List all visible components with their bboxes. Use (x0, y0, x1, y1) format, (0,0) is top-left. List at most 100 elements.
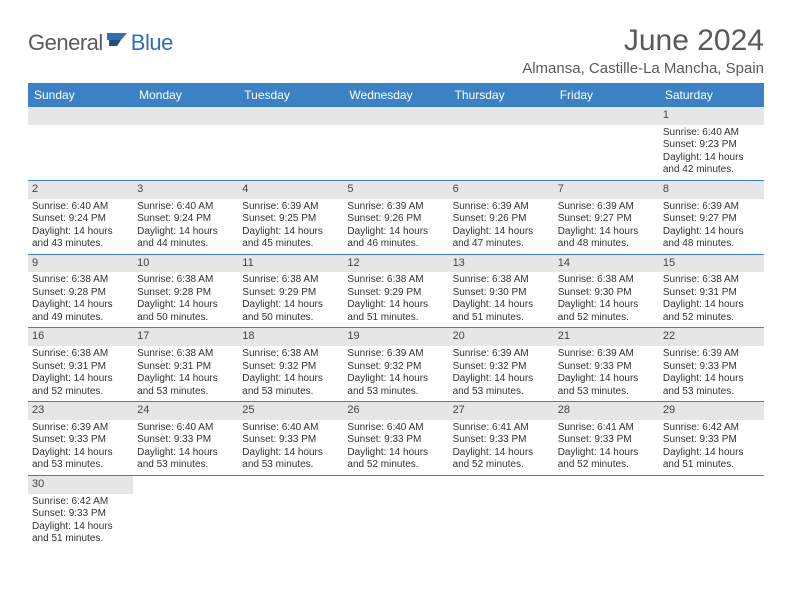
day-number: 2 (28, 181, 133, 199)
day-number: 3 (133, 181, 238, 199)
sunset-text: Sunset: 9:33 PM (32, 508, 129, 521)
sunrise-text: Sunrise: 6:41 AM (453, 422, 550, 435)
month-title: June 2024 (522, 24, 764, 58)
daylight-text: Daylight: 14 hours (453, 226, 550, 239)
day-number: 9 (28, 255, 133, 273)
sunrise-text: Sunrise: 6:39 AM (558, 348, 655, 361)
daylight-text: Daylight: 14 hours (32, 226, 129, 239)
daylight-text: and 53 minutes. (137, 386, 234, 399)
calendar-cell: 3Sunrise: 6:40 AMSunset: 9:24 PMDaylight… (133, 181, 238, 254)
daylight-text: Daylight: 14 hours (347, 447, 444, 460)
daylight-text: and 50 minutes. (242, 312, 339, 325)
sunset-text: Sunset: 9:29 PM (242, 287, 339, 300)
calendar-cell: 19Sunrise: 6:39 AMSunset: 9:32 PMDayligh… (343, 328, 448, 401)
daylight-text: and 51 minutes. (347, 312, 444, 325)
daylight-text: Daylight: 14 hours (137, 226, 234, 239)
day-number: 10 (133, 255, 238, 273)
daylight-text: and 53 minutes. (242, 459, 339, 472)
day-number: 1 (659, 107, 764, 125)
day-number: 16 (28, 328, 133, 346)
calendar-cell-empty (343, 476, 448, 549)
empty-day-bar (554, 107, 659, 125)
calendar-cell-empty (554, 476, 659, 549)
calendar-cell: 7Sunrise: 6:39 AMSunset: 9:27 PMDaylight… (554, 181, 659, 254)
sunrise-text: Sunrise: 6:40 AM (137, 422, 234, 435)
calendar: Sunday Monday Tuesday Wednesday Thursday… (28, 83, 764, 549)
weekday-tuesday: Tuesday (238, 83, 343, 107)
daylight-text: Daylight: 14 hours (137, 373, 234, 386)
weekday-saturday: Saturday (659, 83, 764, 107)
day-number: 29 (659, 402, 764, 420)
sunrise-text: Sunrise: 6:39 AM (347, 348, 444, 361)
daylight-text: and 53 minutes. (32, 459, 129, 472)
calendar-cell: 16Sunrise: 6:38 AMSunset: 9:31 PMDayligh… (28, 328, 133, 401)
flag-icon (107, 30, 131, 48)
sunrise-text: Sunrise: 6:38 AM (242, 348, 339, 361)
daylight-text: and 52 minutes. (32, 386, 129, 399)
sunset-text: Sunset: 9:24 PM (32, 213, 129, 226)
sunrise-text: Sunrise: 6:40 AM (242, 422, 339, 435)
calendar-cell: 25Sunrise: 6:40 AMSunset: 9:33 PMDayligh… (238, 402, 343, 475)
sunrise-text: Sunrise: 6:39 AM (347, 201, 444, 214)
empty-day-bar (238, 107, 343, 125)
daylight-text: Daylight: 14 hours (347, 373, 444, 386)
daylight-text: Daylight: 14 hours (242, 226, 339, 239)
day-number: 25 (238, 402, 343, 420)
sunrise-text: Sunrise: 6:38 AM (347, 274, 444, 287)
sunset-text: Sunset: 9:33 PM (137, 434, 234, 447)
sunrise-text: Sunrise: 6:38 AM (453, 274, 550, 287)
daylight-text: and 53 minutes. (242, 386, 339, 399)
sunrise-text: Sunrise: 6:40 AM (663, 127, 760, 140)
day-number: 20 (449, 328, 554, 346)
daylight-text: and 48 minutes. (663, 238, 760, 251)
daylight-text: and 45 minutes. (242, 238, 339, 251)
title-block: June 2024 Almansa, Castille-La Mancha, S… (522, 24, 764, 77)
daylight-text: and 53 minutes. (347, 386, 444, 399)
calendar-cell: 8Sunrise: 6:39 AMSunset: 9:27 PMDaylight… (659, 181, 764, 254)
day-number: 12 (343, 255, 448, 273)
sunset-text: Sunset: 9:30 PM (453, 287, 550, 300)
calendar-cell: 18Sunrise: 6:38 AMSunset: 9:32 PMDayligh… (238, 328, 343, 401)
daylight-text: Daylight: 14 hours (347, 226, 444, 239)
daylight-text: and 49 minutes. (32, 312, 129, 325)
calendar-cell: 4Sunrise: 6:39 AMSunset: 9:25 PMDaylight… (238, 181, 343, 254)
sunrise-text: Sunrise: 6:38 AM (32, 274, 129, 287)
calendar-cell: 21Sunrise: 6:39 AMSunset: 9:33 PMDayligh… (554, 328, 659, 401)
sunrise-text: Sunrise: 6:39 AM (453, 348, 550, 361)
daylight-text: and 53 minutes. (663, 386, 760, 399)
calendar-cell: 28Sunrise: 6:41 AMSunset: 9:33 PMDayligh… (554, 402, 659, 475)
daylight-text: Daylight: 14 hours (558, 373, 655, 386)
sunset-text: Sunset: 9:33 PM (663, 361, 760, 374)
daylight-text: Daylight: 14 hours (242, 447, 339, 460)
sunset-text: Sunset: 9:33 PM (663, 434, 760, 447)
calendar-cell-empty (238, 107, 343, 180)
day-number: 22 (659, 328, 764, 346)
day-number: 24 (133, 402, 238, 420)
day-number: 26 (343, 402, 448, 420)
logo-text-blue: Blue (131, 30, 173, 56)
daylight-text: and 53 minutes. (453, 386, 550, 399)
day-number: 6 (449, 181, 554, 199)
daylight-text: Daylight: 14 hours (242, 373, 339, 386)
sunset-text: Sunset: 9:33 PM (453, 434, 550, 447)
day-number: 11 (238, 255, 343, 273)
sunset-text: Sunset: 9:26 PM (347, 213, 444, 226)
empty-day-bar (28, 107, 133, 125)
calendar-cell-empty (133, 107, 238, 180)
day-number: 4 (238, 181, 343, 199)
calendar-cell: 24Sunrise: 6:40 AMSunset: 9:33 PMDayligh… (133, 402, 238, 475)
calendar-row: 1Sunrise: 6:40 AMSunset: 9:23 PMDaylight… (28, 107, 764, 181)
daylight-text: and 52 minutes. (558, 312, 655, 325)
day-number: 23 (28, 402, 133, 420)
calendar-cell: 17Sunrise: 6:38 AMSunset: 9:31 PMDayligh… (133, 328, 238, 401)
sunset-text: Sunset: 9:27 PM (558, 213, 655, 226)
calendar-cell: 10Sunrise: 6:38 AMSunset: 9:28 PMDayligh… (133, 255, 238, 328)
sunset-text: Sunset: 9:32 PM (347, 361, 444, 374)
sunset-text: Sunset: 9:33 PM (32, 434, 129, 447)
empty-day-bar (343, 107, 448, 125)
weekday-sunday: Sunday (28, 83, 133, 107)
daylight-text: and 43 minutes. (32, 238, 129, 251)
calendar-cell-empty (449, 476, 554, 549)
daylight-text: Daylight: 14 hours (242, 299, 339, 312)
daylight-text: and 53 minutes. (137, 459, 234, 472)
